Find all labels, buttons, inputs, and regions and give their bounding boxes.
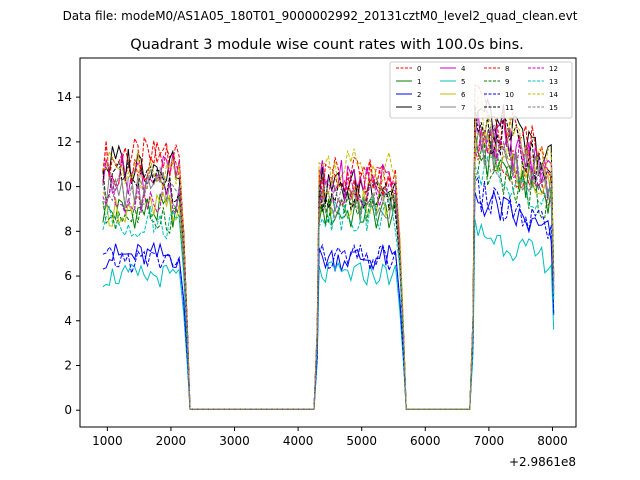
legend-label-6: 6 bbox=[461, 91, 466, 99]
series-line-5 bbox=[102, 219, 555, 410]
legend-label-15: 15 bbox=[549, 104, 558, 112]
legend-box bbox=[389, 61, 573, 119]
x-tick-label: 8000 bbox=[537, 434, 568, 448]
series-line-10 bbox=[102, 176, 555, 410]
x-tick-label: 2000 bbox=[156, 434, 187, 448]
series-line-12 bbox=[102, 124, 555, 410]
x-axis: 1000 2000 3000 4000 5000 6000 7000 8000 bbox=[92, 427, 568, 448]
legend-label-9: 9 bbox=[505, 78, 509, 86]
y-tick-label: 2 bbox=[64, 359, 72, 373]
series-line-15 bbox=[102, 131, 555, 410]
legend-label-4: 4 bbox=[461, 65, 466, 73]
y-axis: 0 2 4 6 8 10 12 14 bbox=[57, 90, 80, 417]
chart-title: Quadrant 3 module wise count rates with … bbox=[130, 37, 524, 53]
legend-label-1: 1 bbox=[417, 78, 421, 86]
legend-label-2: 2 bbox=[417, 91, 421, 99]
legend-label-11: 11 bbox=[505, 104, 514, 112]
chart-suptitle: Data file: modeM0/AS1A05_180T01_90000029… bbox=[63, 9, 578, 23]
legend-label-8: 8 bbox=[505, 65, 509, 73]
x-offset-label: +2.9861e8 bbox=[509, 455, 576, 469]
y-tick-label: 14 bbox=[57, 90, 72, 104]
y-tick-label: 10 bbox=[57, 180, 72, 194]
legend-label-5: 5 bbox=[461, 78, 465, 86]
series-line-8 bbox=[102, 84, 555, 410]
y-tick-label: 8 bbox=[64, 224, 72, 238]
legend-label-10: 10 bbox=[505, 91, 514, 99]
y-tick-label: 0 bbox=[64, 403, 72, 417]
x-tick-label: 4000 bbox=[283, 434, 314, 448]
x-tick-label: 7000 bbox=[474, 434, 505, 448]
legend-label-0: 0 bbox=[417, 65, 421, 73]
x-tick-label: 5000 bbox=[346, 434, 377, 448]
legend-label-7: 7 bbox=[461, 104, 465, 112]
legend-label-14: 14 bbox=[549, 91, 558, 99]
legend-label-12: 12 bbox=[549, 65, 558, 73]
x-tick-label: 3000 bbox=[219, 434, 250, 448]
plot-lines bbox=[102, 84, 555, 410]
y-tick-label: 4 bbox=[64, 314, 72, 328]
legend-label-13: 13 bbox=[549, 78, 558, 86]
x-tick-label: 1000 bbox=[92, 434, 123, 448]
x-tick-label: 6000 bbox=[410, 434, 441, 448]
series-line-13 bbox=[102, 156, 555, 410]
plot-frame bbox=[79, 57, 577, 428]
series-line-11 bbox=[102, 105, 555, 410]
legend-label-3: 3 bbox=[417, 104, 421, 112]
y-tick-label: 6 bbox=[64, 269, 72, 283]
y-tick-label: 12 bbox=[57, 135, 72, 149]
